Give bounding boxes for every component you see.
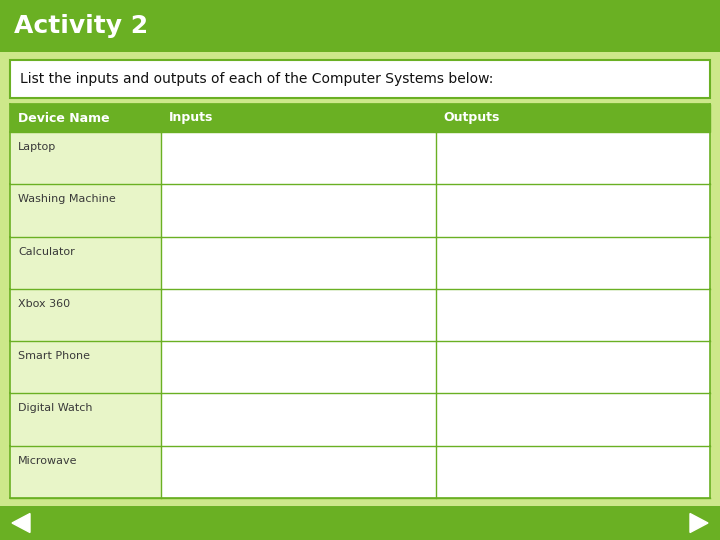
Bar — [10, 60, 710, 98]
Polygon shape — [12, 514, 30, 532]
Text: Inputs: Inputs — [168, 111, 213, 125]
Bar — [10, 446, 161, 498]
Bar — [10, 104, 710, 132]
Bar — [436, 237, 710, 289]
Bar — [436, 394, 710, 445]
Bar — [10, 237, 161, 289]
Bar — [10, 289, 161, 341]
Bar — [161, 184, 436, 237]
Bar — [10, 132, 161, 184]
Polygon shape — [690, 514, 708, 532]
Bar — [436, 341, 710, 394]
Bar — [436, 289, 710, 341]
Text: Outputs: Outputs — [444, 111, 500, 125]
Bar — [0, 506, 720, 540]
Bar — [161, 446, 436, 498]
Text: Calculator: Calculator — [18, 247, 75, 256]
Bar — [436, 184, 710, 237]
Text: Washing Machine: Washing Machine — [18, 194, 116, 204]
Bar — [0, 0, 720, 52]
Bar — [436, 132, 710, 184]
Text: List the inputs and outputs of each of the Computer Systems below:: List the inputs and outputs of each of t… — [20, 72, 493, 86]
Text: Device Name: Device Name — [18, 111, 109, 125]
Bar — [161, 394, 436, 445]
Bar — [10, 341, 161, 394]
Text: Digital Watch: Digital Watch — [18, 403, 92, 414]
Text: Smart Phone: Smart Phone — [18, 351, 90, 361]
Bar — [161, 289, 436, 341]
Bar — [161, 237, 436, 289]
Bar — [161, 341, 436, 394]
Bar — [10, 184, 161, 237]
Text: Laptop: Laptop — [18, 142, 56, 152]
Text: Xbox 360: Xbox 360 — [18, 299, 70, 309]
Text: Microwave: Microwave — [18, 456, 78, 465]
Bar — [436, 446, 710, 498]
Bar — [10, 394, 161, 445]
Text: Activity 2: Activity 2 — [14, 14, 148, 38]
Bar — [161, 132, 436, 184]
